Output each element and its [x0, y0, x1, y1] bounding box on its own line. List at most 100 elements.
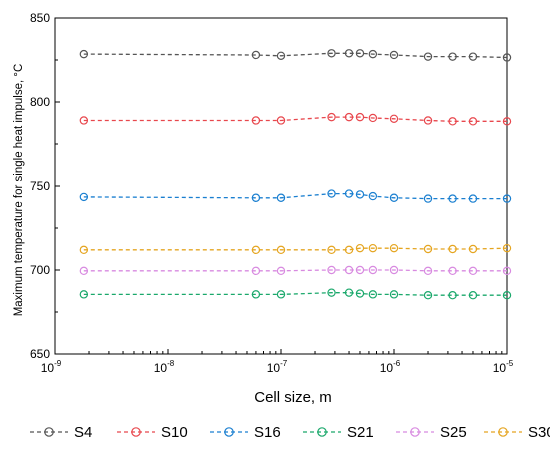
data-point-s21	[502, 291, 512, 300]
data-point-s16	[389, 193, 399, 202]
data-point-s25	[468, 266, 478, 276]
data-point-s30	[251, 245, 261, 255]
legend-marker-s16	[224, 427, 234, 437]
data-point-s30	[468, 244, 478, 254]
data-point-s4	[368, 49, 378, 59]
data-point-s16	[502, 194, 512, 203]
data-point-s30	[355, 243, 365, 253]
data-point-s10	[327, 112, 336, 122]
data-point-s21	[79, 290, 89, 299]
data-point-s16	[251, 193, 261, 202]
y-tick-label: 750	[30, 179, 50, 193]
x-tick-label: 10-5	[493, 359, 514, 375]
data-point-s4	[468, 52, 478, 61]
data-point-s25	[79, 266, 89, 276]
legend-label-s16: S16	[254, 424, 281, 441]
legend-label-s30: S30	[528, 424, 550, 441]
data-point-s25	[368, 265, 378, 275]
data-point-s21	[327, 288, 336, 297]
x-tick-label: 10-9	[41, 359, 62, 375]
data-point-s25	[502, 266, 512, 276]
data-point-s16	[327, 189, 336, 198]
data-point-s10	[344, 112, 354, 122]
plot-frame	[54, 17, 508, 355]
series-line-s4	[83, 52, 508, 59]
data-point-s16	[79, 192, 89, 202]
data-point-s21	[468, 291, 478, 300]
y-tick-label: 650	[30, 347, 50, 361]
data-point-s21	[448, 291, 457, 300]
data-point-s25	[251, 266, 261, 276]
legend-label-s4: S4	[74, 424, 92, 441]
data-point-s4	[344, 49, 354, 58]
data-point-s4	[423, 52, 433, 61]
y-tick-label: 850	[30, 11, 50, 25]
data-point-s4	[251, 50, 261, 60]
data-point-s30	[79, 245, 89, 255]
data-point-s10	[389, 114, 399, 124]
plot-area: 650 700 750 800 850 10-9 10-8 10-7 10-6 10-5	[30, 11, 514, 375]
legend-marker-s30	[498, 427, 508, 437]
data-point-s30	[327, 245, 336, 255]
data-point-s30	[389, 243, 399, 253]
data-point-s10	[502, 117, 512, 126]
data-point-s25	[389, 265, 399, 275]
data-point-s16	[368, 191, 378, 201]
data-point-s10	[423, 116, 433, 125]
data-point-s4	[79, 49, 89, 59]
data-point-s10	[368, 113, 378, 123]
series-line-s25	[83, 269, 507, 272]
data-point-s25	[423, 266, 433, 276]
data-point-s16	[276, 193, 286, 202]
legend-label-s10: S10	[161, 424, 188, 441]
data-point-s4	[502, 53, 512, 62]
data-point-s25	[276, 266, 286, 276]
legend-marker-s4	[44, 427, 54, 437]
data-point-s10	[276, 116, 286, 125]
data-point-s21	[251, 290, 261, 299]
data-point-s16	[468, 194, 478, 203]
data-point-s4	[448, 52, 457, 61]
data-point-s30	[368, 243, 378, 253]
x-tick-label: 10-8	[154, 359, 175, 375]
data-point-s10	[448, 117, 457, 126]
data-point-s10	[355, 112, 365, 122]
data-point-s30	[276, 245, 286, 255]
data-point-s25	[327, 265, 336, 275]
data-point-s25	[355, 265, 365, 275]
data-point-s21	[368, 290, 378, 299]
data-point-s21	[389, 290, 399, 299]
data-point-s10	[468, 117, 478, 126]
data-point-s21	[276, 290, 286, 299]
data-point-s30	[502, 243, 512, 253]
data-point-s4	[276, 51, 286, 61]
legend-marker-s21	[317, 427, 327, 437]
data-point-s21	[355, 289, 365, 298]
y-tick-label: 800	[30, 95, 50, 109]
data-point-s16	[423, 194, 433, 203]
data-point-s21	[423, 291, 433, 300]
legend-marker-s25	[410, 427, 420, 437]
data-point-s21	[344, 288, 354, 297]
series-line-s21	[83, 292, 507, 296]
data-point-s25	[448, 266, 457, 276]
x-tick-label: 10-7	[267, 359, 288, 375]
series-line-s16	[83, 192, 507, 200]
legend: S4 S10 S16 S21 S25 S30	[30, 424, 550, 441]
y-tick-label: 700	[30, 263, 50, 277]
x-tick-label: 10-6	[380, 359, 401, 375]
data-point-s30	[423, 244, 433, 254]
data-point-s4	[327, 49, 336, 58]
data-point-s4	[389, 50, 399, 60]
data-point-s16	[355, 190, 365, 199]
data-point-s10	[251, 116, 261, 125]
legend-label-s25: S25	[440, 424, 467, 441]
x-axis-title: Cell size, m	[254, 389, 332, 406]
y-axis-title: Maximum temperature for single heat impu…	[13, 64, 25, 317]
data-point-s16	[344, 189, 354, 198]
series-line-s10	[83, 116, 507, 122]
data-point-s10	[79, 116, 89, 125]
legend-label-s21: S21	[347, 424, 374, 441]
data-point-s30	[448, 244, 457, 254]
